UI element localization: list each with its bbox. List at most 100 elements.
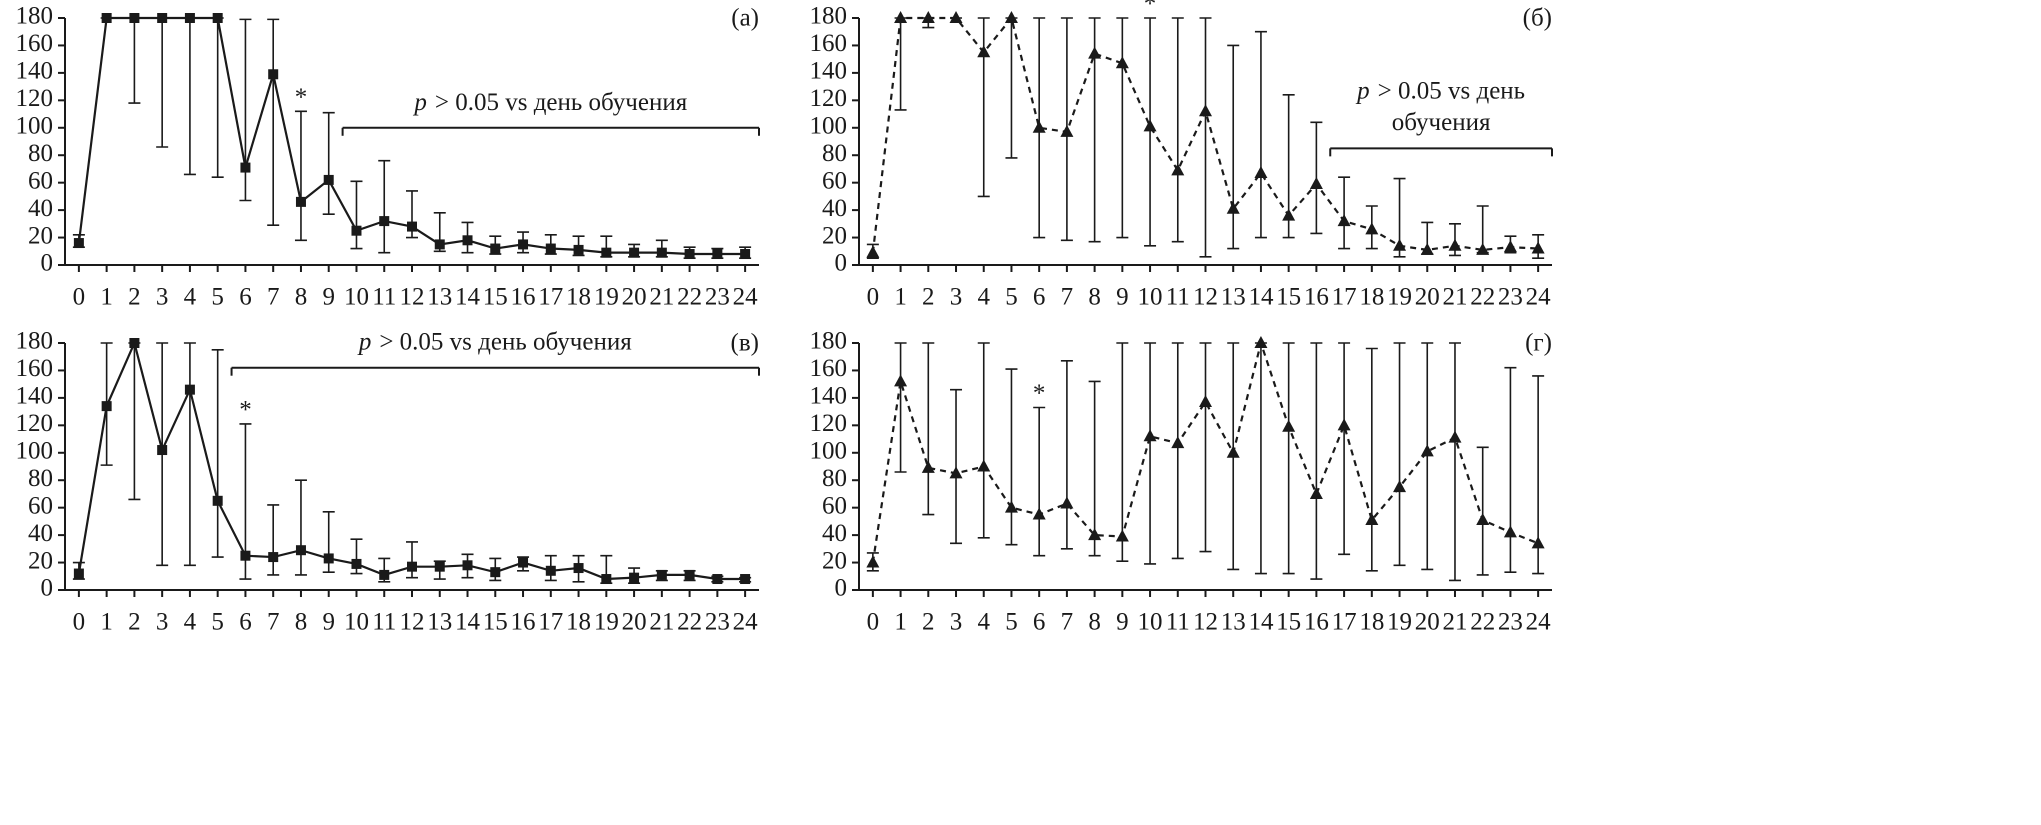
marker: [1420, 242, 1434, 255]
y-tick-label: 20: [28, 547, 53, 574]
marker: [212, 13, 223, 23]
y-tick-label: 80: [822, 465, 847, 492]
x-tick-label: 17: [538, 609, 563, 636]
x-tick-label: 21: [1442, 609, 1467, 636]
significance-star: *: [295, 84, 308, 111]
error-bar: [1393, 342, 1406, 567]
x-tick-label: 18: [1359, 284, 1384, 311]
y-tick-label: 60: [822, 167, 847, 194]
marker: [379, 569, 390, 580]
marker: [73, 568, 84, 579]
marker: [1115, 56, 1129, 69]
x-tick-label: 6: [1033, 609, 1046, 636]
x-tick-label: 22: [1470, 284, 1495, 311]
significance-star: *: [239, 397, 252, 424]
error-bar: [350, 180, 363, 250]
y-tick-label: 140: [810, 383, 848, 410]
marker: [268, 69, 279, 80]
marker: [866, 245, 880, 258]
marker: [1226, 445, 1240, 458]
marker: [712, 249, 723, 260]
x-tick-label: 3: [156, 609, 169, 636]
error-bar: [1338, 176, 1351, 250]
x-tick-label: 4: [977, 609, 990, 636]
x-tick-label: 0: [73, 284, 86, 311]
marker: [240, 550, 251, 561]
panel-label: (б): [1523, 5, 1552, 32]
x-tick-label: 22: [677, 609, 702, 636]
error-bar: [294, 110, 307, 242]
marker: [462, 235, 473, 246]
marker: [1531, 536, 1545, 549]
error-bar: [156, 17, 169, 148]
x-tick-label: 7: [1061, 609, 1074, 636]
y-tick-label: 40: [822, 520, 847, 547]
panel-label: (в): [731, 330, 759, 357]
x-tick-label: 16: [1304, 284, 1329, 311]
marker: [407, 221, 417, 232]
marker: [921, 460, 935, 473]
marker: [1254, 336, 1268, 348]
x-tick-label: 3: [156, 284, 169, 311]
x-tick-label: 12: [400, 609, 425, 636]
marker: [379, 216, 390, 227]
x-tick-label: 14: [455, 284, 481, 311]
y-tick-label: 140: [810, 58, 848, 85]
marker: [1393, 480, 1407, 493]
x-tick-label: 17: [1332, 609, 1357, 636]
x-tick-label: 1: [894, 284, 907, 311]
y-tick-label: 100: [810, 113, 848, 140]
x-tick-label: 15: [483, 284, 508, 311]
marker: [866, 555, 880, 568]
error-bar: [267, 504, 280, 576]
marker: [295, 545, 306, 556]
x-tick-label: 23: [705, 609, 730, 636]
error-bar: [211, 349, 224, 558]
y-tick-label: 0: [41, 575, 54, 602]
error-bar: [183, 342, 196, 567]
error-bar: [1171, 17, 1184, 243]
x-tick-label: 13: [427, 284, 452, 311]
marker: [157, 445, 168, 456]
marker: [73, 238, 84, 249]
marker: [573, 244, 584, 255]
x-tick-label: 24: [1526, 609, 1552, 636]
error-bar: [1144, 17, 1157, 247]
x-tick-label: 8: [1088, 609, 1101, 636]
y-tick-label: 140: [16, 58, 54, 85]
x-tick-label: 1: [100, 609, 113, 636]
x-tick-label: 13: [427, 609, 452, 636]
x-tick-label: 8: [295, 609, 308, 636]
y-tick-label: 120: [810, 410, 848, 437]
note-line: > 0.05 vs день: [1378, 77, 1525, 104]
x-tick-label: 7: [267, 284, 280, 311]
marker: [212, 495, 223, 506]
error-bar: [977, 342, 990, 539]
y-tick-label: 100: [16, 113, 54, 140]
x-tick-label: 15: [483, 609, 508, 636]
error-bar: [294, 479, 307, 576]
x-tick-label: 12: [400, 284, 425, 311]
marker: [323, 174, 334, 185]
error-bar: [1116, 17, 1129, 239]
marker: [323, 553, 334, 564]
x-tick-label: 9: [1116, 609, 1129, 636]
marker: [977, 459, 991, 472]
error-bar: [1310, 342, 1323, 580]
x-tick-label: 15: [1276, 609, 1301, 636]
x-tick-label: 23: [705, 284, 730, 311]
marker: [1032, 507, 1046, 520]
x-tick-label: 6: [239, 609, 252, 636]
marker: [129, 13, 140, 23]
x-tick-label: 4: [184, 609, 197, 636]
x-tick-label: 13: [1221, 284, 1246, 311]
y-tick-label: 120: [16, 85, 54, 112]
marker: [1365, 513, 1379, 526]
y-tick-label: 180: [810, 3, 848, 30]
marker: [1115, 529, 1129, 542]
x-tick-label: 18: [1359, 609, 1384, 636]
marker: [629, 247, 640, 258]
